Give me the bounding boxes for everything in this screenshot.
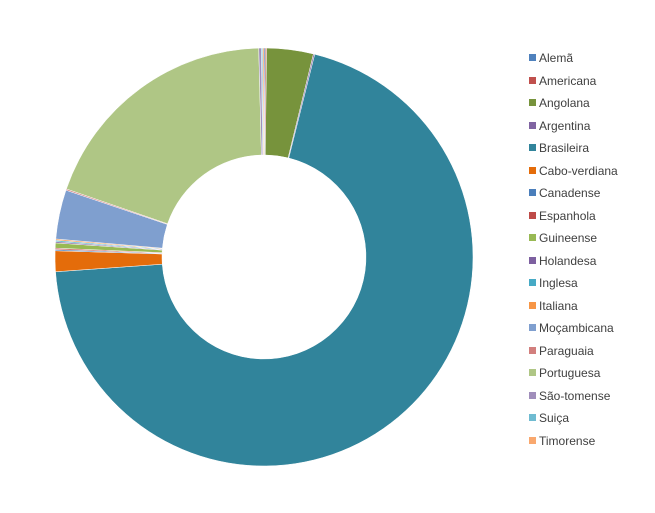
legend-label: Brasileira (539, 141, 590, 155)
legend-item-mocambicana: Moçambicana (529, 321, 649, 344)
legend-swatch (529, 256, 536, 264)
legend-label: Guineense (539, 231, 598, 245)
slice-timorense (262, 47, 265, 156)
legend-label: São-tomense (539, 388, 611, 403)
legend-swatch (529, 436, 536, 444)
legend-swatch (529, 369, 536, 376)
legend: Alemã Americana Angolana Argentina Brasileir… (529, 51, 649, 456)
legend-item-canadense: Canadense (529, 186, 649, 209)
legend-swatch (529, 391, 536, 399)
legend-label: Espanhola (539, 208, 596, 223)
legend-item-argentina: Argentina (529, 119, 649, 142)
legend-label: Portuguesa (539, 366, 601, 380)
legend-item-espanhola: Espanhola (529, 209, 649, 232)
legend-swatch (529, 301, 536, 309)
legend-swatch (529, 211, 536, 219)
legend-item-guineense: Guineense (529, 231, 649, 254)
legend-label: Inglesa (539, 276, 578, 290)
legend-item-americana: Americana (529, 74, 649, 97)
legend-item-inglesa: Inglesa (529, 276, 649, 299)
slice-portuguesa (66, 47, 262, 225)
legend-label: Angolana (539, 96, 590, 110)
legend-item-portuguesa: Portuguesa (529, 366, 649, 389)
legend-swatch (529, 189, 536, 196)
legend-item-alema: Alemã (529, 51, 649, 74)
legend-item-angolana: Angolana (529, 96, 649, 119)
legend-label: Argentina (539, 118, 591, 133)
legend-swatch (529, 279, 536, 286)
legend-label: Cabo-verdiana (539, 163, 618, 178)
slice-brasileira (55, 53, 474, 467)
legend-label: Timorense (539, 433, 596, 448)
legend-swatch (529, 121, 536, 129)
legend-swatch (529, 346, 536, 354)
legend-swatch (529, 234, 536, 241)
legend-label: Canadense (539, 186, 601, 200)
legend-item-sao-tomense: São-tomense (529, 389, 649, 412)
legend-swatch (529, 324, 536, 331)
legend-label: Alemã (539, 51, 574, 65)
legend-label: Americana (539, 73, 597, 88)
legend-item-holandesa: Holandesa (529, 254, 649, 277)
legend-item-paraguaia: Paraguaia (529, 344, 649, 367)
legend-swatch (529, 99, 536, 106)
legend-item-cabo-verdiana: Cabo-verdiana (529, 164, 649, 187)
legend-swatch (529, 414, 536, 421)
legend-item-suica: Suiça (529, 411, 649, 434)
legend-label: Suiça (539, 411, 570, 425)
legend-item-timorense: Timorense (529, 434, 649, 457)
legend-label: Italiana (539, 298, 578, 313)
legend-item-brasileira: Brasileira (529, 141, 649, 164)
legend-item-italiana: Italiana (529, 299, 649, 322)
legend-label: Paraguaia (539, 343, 594, 358)
legend-swatch (529, 76, 536, 84)
legend-label: Holandesa (539, 253, 597, 268)
legend-label: Moçambicana (539, 321, 614, 335)
legend-swatch (529, 54, 536, 61)
legend-swatch (529, 144, 536, 151)
legend-swatch (529, 166, 536, 174)
